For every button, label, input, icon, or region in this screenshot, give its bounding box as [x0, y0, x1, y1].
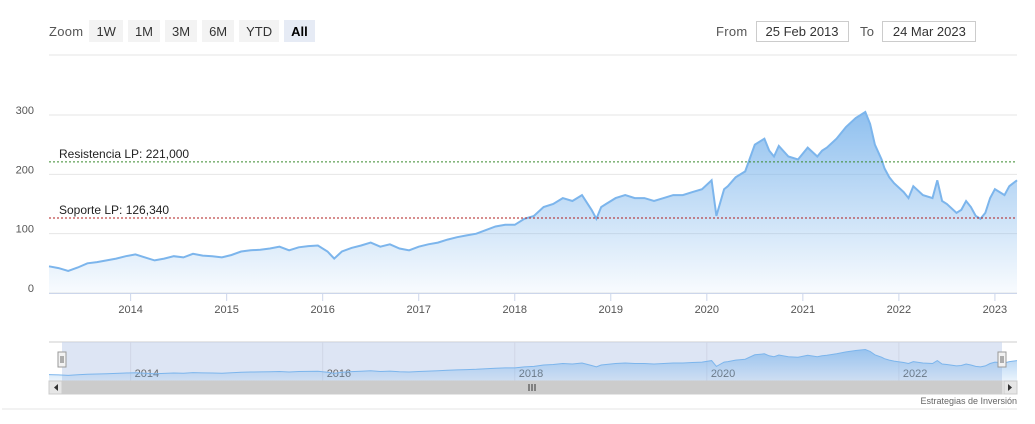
series-area-fill — [49, 112, 1017, 293]
x-tick-label: 2021 — [791, 304, 815, 316]
x-tick-label: 2018 — [503, 304, 527, 316]
zoom-1m-button[interactable]: 1M — [127, 20, 160, 42]
scroll-right-arrow-icon — [1008, 384, 1012, 391]
series-line — [48, 110, 1018, 273]
x-tick-label: 2016 — [310, 304, 334, 316]
handle-body — [57, 351, 67, 368]
handle-body — [997, 351, 1007, 368]
plot-lines: Resistencia LP: 221,000 Soporte LP: 126,3… — [49, 147, 1017, 219]
zoom-label: Zoom — [49, 23, 84, 39]
zoom-selector: Zoom 1W 1M 3M 6M YTD All — [49, 19, 320, 43]
series-area — [48, 110, 1018, 293]
y-tick-label: 100 — [16, 224, 34, 236]
zoom-3m-button[interactable]: 3M — [165, 20, 198, 42]
to-label: To — [860, 23, 875, 39]
zoom-ytd-button[interactable]: YTD — [239, 20, 280, 42]
x-axis: 2014 2015 2016 2017 2018 2019 2020 2021 2022 2023 — [49, 293, 1017, 316]
x-tick-label: 2015 — [214, 304, 238, 316]
x-tick-label: 2022 — [887, 304, 911, 316]
date-range-to: To 24 Mar 2023 — [860, 19, 977, 43]
from-date-input[interactable]: 25 Feb 2013 — [755, 20, 849, 42]
y-tick-label: 200 — [16, 164, 34, 176]
y-axis-labels: 0 100 200 300 — [16, 105, 34, 295]
navigator-right-handle[interactable] — [997, 351, 1007, 368]
support-label: Soporte LP: 126,340 — [59, 203, 169, 217]
from-label: From — [716, 23, 748, 39]
credits-text: Estrategias de Inversión — [920, 396, 1017, 406]
navigator: 20142016201820202022 — [2, 341, 1018, 410]
x-tick-label: 2019 — [599, 304, 623, 316]
y-tick-label: 300 — [16, 105, 34, 117]
zoom-1w-button[interactable]: 1W — [89, 20, 123, 42]
x-tick-label: 2023 — [983, 304, 1007, 316]
x-tick-label: 2020 — [695, 304, 719, 316]
to-date-input[interactable]: 24 Mar 2023 — [882, 20, 977, 42]
y-tick-label: 0 — [28, 283, 34, 295]
navigator-line — [48, 348, 1018, 376]
navigator-scrollbar[interactable] — [48, 380, 1018, 395]
x-tick-label: 2017 — [406, 304, 430, 316]
navigator-left-handle[interactable] — [57, 351, 67, 368]
date-range-from: From 25 Feb 2013 — [716, 19, 849, 43]
x-tick-label: 2014 — [118, 304, 142, 316]
zoom-all-button[interactable]: All — [284, 20, 315, 42]
scroll-left-arrow-icon — [54, 384, 58, 391]
navigator-area — [49, 349, 1017, 381]
resistance-label: Resistencia LP: 221,000 — [59, 147, 189, 161]
zoom-6m-button[interactable]: 6M — [202, 20, 235, 42]
